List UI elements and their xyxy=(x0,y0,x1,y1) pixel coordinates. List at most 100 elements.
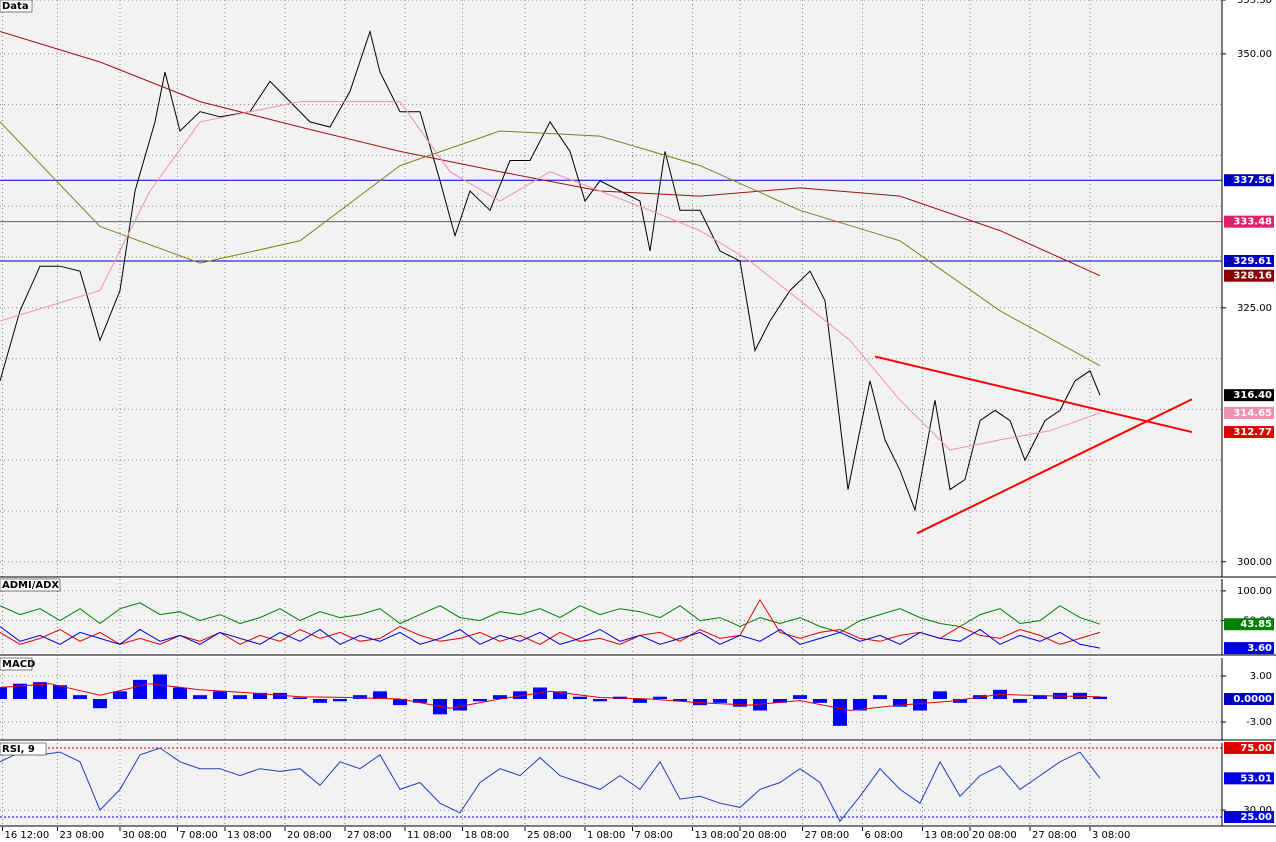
bar xyxy=(313,699,327,703)
bar xyxy=(133,679,147,699)
trend-line xyxy=(916,398,1193,535)
bar xyxy=(573,696,587,699)
bar xyxy=(293,697,307,699)
x-tick-label: 7 08:00 xyxy=(180,830,218,841)
x-tick-label: 11 08:00 xyxy=(407,830,452,841)
bar xyxy=(93,699,107,709)
price-marker-label: 337.56 xyxy=(1233,175,1272,186)
bar xyxy=(673,699,687,702)
bar xyxy=(853,699,867,711)
bar xyxy=(173,687,187,699)
panel-title-box xyxy=(0,578,61,592)
price-marker-label: 329.61 xyxy=(1233,256,1272,267)
x-tick-label: 13 08:00 xyxy=(227,830,272,841)
price-marker-label: 53.01 xyxy=(1240,773,1272,784)
bar xyxy=(253,692,267,699)
panel-title-box xyxy=(0,742,47,756)
x-tick-label: 25 08:00 xyxy=(527,830,572,841)
price-marker-label: 0.0000 xyxy=(1233,694,1272,705)
y-tick-label: 325.00 xyxy=(1237,303,1272,314)
price-marker-box xyxy=(1224,811,1274,824)
bar xyxy=(413,699,427,703)
bar xyxy=(393,699,407,706)
bar xyxy=(193,695,207,699)
x-tick-label: 13 08:00 xyxy=(695,830,740,841)
series-line xyxy=(0,602,1101,633)
bar xyxy=(893,699,907,707)
bar xyxy=(353,695,367,699)
bar xyxy=(913,699,927,711)
price-marker-label: 312.77 xyxy=(1233,427,1272,438)
y-tick-label: 300.00 xyxy=(1237,557,1272,568)
bar xyxy=(633,699,647,703)
bar xyxy=(453,699,467,711)
panel xyxy=(0,0,1222,577)
panel-background xyxy=(0,0,1222,577)
price-marker-label: 333.48 xyxy=(1233,217,1272,228)
price-marker-box xyxy=(1224,426,1274,439)
x-tick-label: 27 08:00 xyxy=(805,830,850,841)
bar xyxy=(593,699,607,702)
bar xyxy=(113,691,127,699)
x-tick-label: 27 08:00 xyxy=(347,830,392,841)
series-line xyxy=(0,626,1101,649)
x-tick-label: 20 08:00 xyxy=(287,830,332,841)
x-tick-label: 20 08:00 xyxy=(742,830,787,841)
x-tick-label: 6 08:00 xyxy=(865,830,903,841)
bar xyxy=(233,695,247,699)
series-line xyxy=(0,747,1101,823)
x-tick-label: 23 08:00 xyxy=(60,830,105,841)
bar xyxy=(793,695,807,699)
bar xyxy=(473,699,487,702)
x-tick-label: 18 08:00 xyxy=(465,830,510,841)
panel-title: RSI, 9 xyxy=(2,744,35,755)
price-marker-label: 25.00 xyxy=(1240,812,1272,823)
y-tick-label: 355.30 xyxy=(1237,0,1272,6)
bar xyxy=(733,699,747,707)
x-tick-label: 27 08:00 xyxy=(1032,830,1077,841)
price-marker-box xyxy=(1224,215,1274,228)
bar xyxy=(553,691,567,699)
price-marker-label: 3.60 xyxy=(1247,643,1272,654)
bar xyxy=(1033,695,1047,699)
bar xyxy=(493,695,507,699)
x-tick-label: 30 08:00 xyxy=(122,830,167,841)
panel-title: Data xyxy=(2,1,29,12)
price-marker-box xyxy=(1224,642,1274,655)
panel xyxy=(0,743,1222,826)
bar xyxy=(713,699,727,703)
y-tick-label: 30.00 xyxy=(1243,805,1272,816)
series-line xyxy=(0,121,1101,367)
bar xyxy=(373,691,387,699)
panel-title-box xyxy=(0,0,33,13)
y-tick-label: 350.00 xyxy=(1237,49,1272,60)
price-marker-label: 328.16 xyxy=(1233,271,1272,282)
bar xyxy=(53,685,67,699)
panel-title-box xyxy=(0,657,33,671)
price-marker-box xyxy=(1224,693,1274,705)
y-tick-label: 100.00 xyxy=(1237,586,1272,597)
bar xyxy=(213,691,227,699)
panel xyxy=(0,658,1222,740)
bar xyxy=(933,691,947,699)
bar xyxy=(773,699,787,703)
series-line xyxy=(0,29,1101,512)
panel-title: MACD xyxy=(2,659,35,670)
price-marker-box xyxy=(1224,174,1274,187)
price-marker-label: 316.40 xyxy=(1233,390,1272,401)
price-marker-box xyxy=(1224,389,1274,402)
x-tick-label: 13 08:00 xyxy=(925,830,970,841)
panel-title: ADMI/ADX xyxy=(2,580,59,591)
bar xyxy=(873,695,887,699)
series-line xyxy=(0,31,1101,277)
price-marker-box xyxy=(1224,254,1274,267)
x-tick-label: 1 08:00 xyxy=(587,830,625,841)
x-tick-label: 20 08:00 xyxy=(972,830,1017,841)
x-tick-label: 7 08:00 xyxy=(635,830,673,841)
price-marker-box xyxy=(1224,772,1274,785)
bar xyxy=(693,699,707,706)
bar xyxy=(33,682,47,699)
series-line xyxy=(0,101,1101,451)
x-tick-label: 3 08:00 xyxy=(1092,830,1130,841)
